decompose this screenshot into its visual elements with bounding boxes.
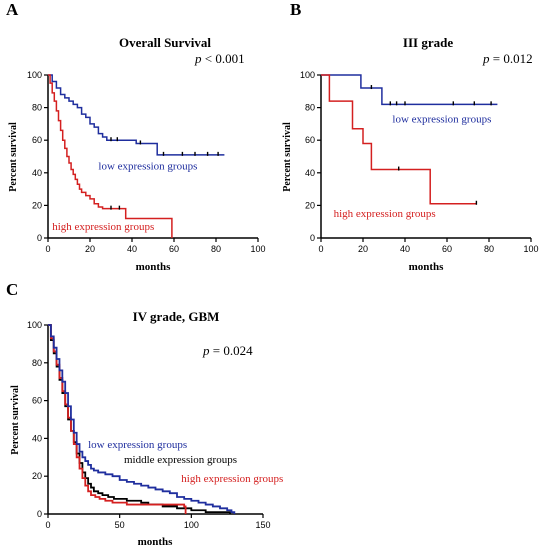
chart-title: Overall Survival <box>119 35 211 50</box>
annotation-low: low expression groups <box>392 113 491 125</box>
annotation-high: high expression groups <box>181 473 283 485</box>
x-tick-label: 50 <box>115 520 125 530</box>
chart-title: IV grade, GBM <box>133 309 220 324</box>
x-tick-label: 0 <box>318 244 323 254</box>
y-tick-label: 0 <box>37 233 42 243</box>
x-axis-label: months <box>409 261 445 273</box>
y-tick-label: 60 <box>32 396 42 406</box>
p-symbol: p <box>202 343 210 358</box>
series-line-high <box>321 74 477 205</box>
series-line-low <box>321 74 498 106</box>
panel-b: B III grade p = 0.012 0 20 40 60 80 100 0 20 40 60 80… <box>282 0 539 273</box>
x-tick-label: 60 <box>169 244 179 254</box>
annotation-low: low expression groups <box>98 161 197 173</box>
y-tick-label: 40 <box>32 433 42 443</box>
series-line-high <box>48 74 173 238</box>
p-symbol: p <box>194 51 202 66</box>
panel-letter: B <box>290 0 301 19</box>
y-axis-label: Percent survival <box>8 122 19 192</box>
y-tick-label: 0 <box>37 509 42 519</box>
y-tick-label: 40 <box>32 168 42 178</box>
x-axis-label: months <box>136 261 172 273</box>
x-tick-label: 150 <box>255 520 270 530</box>
y-tick-label: 100 <box>27 320 42 330</box>
y-tick-label: 20 <box>305 200 315 210</box>
x-tick-label: 100 <box>184 520 199 530</box>
x-axis-label: months <box>138 536 174 548</box>
y-axis-label: Percent survival <box>10 385 21 455</box>
x-tick-label: 60 <box>442 244 452 254</box>
y-tick-label: 20 <box>32 471 42 481</box>
y-tick-label: 80 <box>305 103 315 113</box>
annotation-high: high expression groups <box>52 221 154 233</box>
panel-c: C IV grade, GBM p = 0.024 0 20 40 60 80 100 0 50 10… <box>6 280 283 548</box>
x-tick-label: 80 <box>484 244 494 254</box>
y-tick-label: 100 <box>300 70 315 80</box>
p-value: p = 0.024 <box>202 343 253 358</box>
x-tick-label: 20 <box>358 244 368 254</box>
p-text: < 0.001 <box>202 51 245 66</box>
x-tick-label: 40 <box>127 244 137 254</box>
y-axis-label: Percent survival <box>282 122 293 192</box>
x-tick-label: 80 <box>211 244 221 254</box>
x-tick-label: 40 <box>400 244 410 254</box>
y-tick-label: 80 <box>32 103 42 113</box>
x-tick-label: 100 <box>250 244 265 254</box>
p-text: = 0.012 <box>490 51 533 66</box>
series-line-high <box>48 324 187 514</box>
panel-letter: A <box>6 0 19 19</box>
y-tick-label: 100 <box>27 70 42 80</box>
chart-title: III grade <box>403 35 453 50</box>
p-text: = 0.024 <box>210 343 254 358</box>
annotation-middle: middle expression groups <box>124 454 237 466</box>
y-tick-label: 40 <box>305 168 315 178</box>
annotation-low: low expression groups <box>88 439 187 451</box>
x-tick-label: 100 <box>523 244 538 254</box>
series-line-low <box>48 324 236 514</box>
y-tick-label: 60 <box>305 135 315 145</box>
p-symbol: p <box>482 51 490 66</box>
series-line-low <box>48 74 225 156</box>
y-tick-label: 20 <box>32 200 42 210</box>
p-value: p = 0.012 <box>482 51 533 66</box>
y-tick-label: 60 <box>32 135 42 145</box>
p-value: p < 0.001 <box>194 51 245 66</box>
x-tick-label: 20 <box>85 244 95 254</box>
y-tick-label: 0 <box>310 233 315 243</box>
x-tick-label: 0 <box>45 520 50 530</box>
x-tick-label: 0 <box>45 244 50 254</box>
y-tick-label: 80 <box>32 358 42 368</box>
annotation-high: high expression groups <box>334 208 436 220</box>
panel-letter: C <box>6 280 18 299</box>
